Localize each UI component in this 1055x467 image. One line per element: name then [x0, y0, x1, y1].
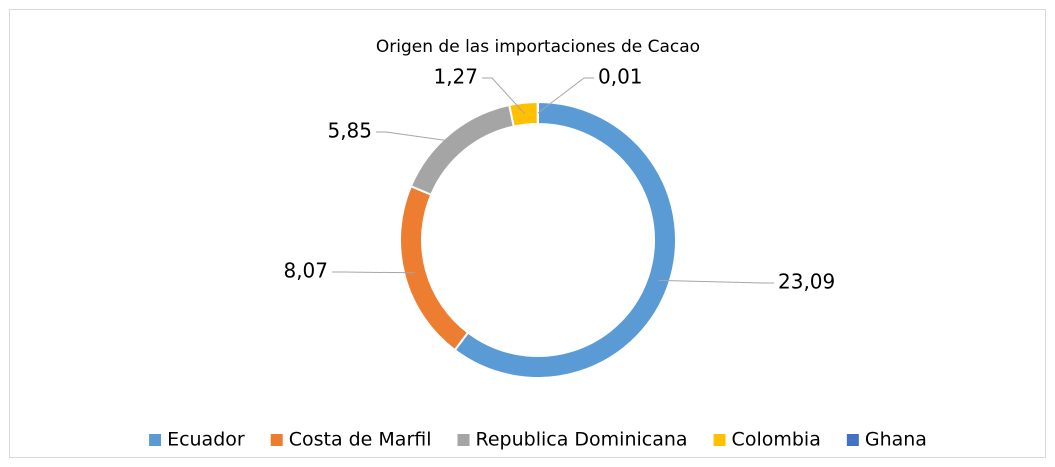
donut-slice — [508, 100, 539, 128]
leader-line — [482, 77, 525, 115]
leader-line — [658, 279, 774, 284]
donut-slice — [453, 100, 677, 379]
leader-line — [537, 77, 594, 114]
data-label: 8,07 — [283, 259, 328, 283]
data-label: 1,27 — [433, 65, 478, 89]
leader-line — [332, 271, 416, 274]
leader-line — [376, 131, 458, 143]
legend-label: Ecuador — [167, 429, 245, 451]
data-label: 23,09 — [778, 270, 835, 294]
legend-label: Costa de Marfil — [289, 429, 432, 451]
legend-swatch — [846, 434, 859, 446]
data-label: 5,85 — [327, 119, 372, 143]
legend-label: Republica Dominicana — [476, 429, 688, 451]
legend-swatch — [149, 434, 162, 446]
legend-swatch — [270, 434, 283, 446]
legend-swatch — [713, 434, 726, 446]
legend-swatch — [457, 434, 470, 446]
data-label: 0,01 — [598, 65, 643, 89]
chart-title: Origen de las importaciones de Cacao — [376, 37, 700, 57]
legend-label: Colombia — [732, 429, 821, 451]
chart-frame — [9, 9, 1046, 458]
legend-label: Ghana — [865, 429, 927, 451]
